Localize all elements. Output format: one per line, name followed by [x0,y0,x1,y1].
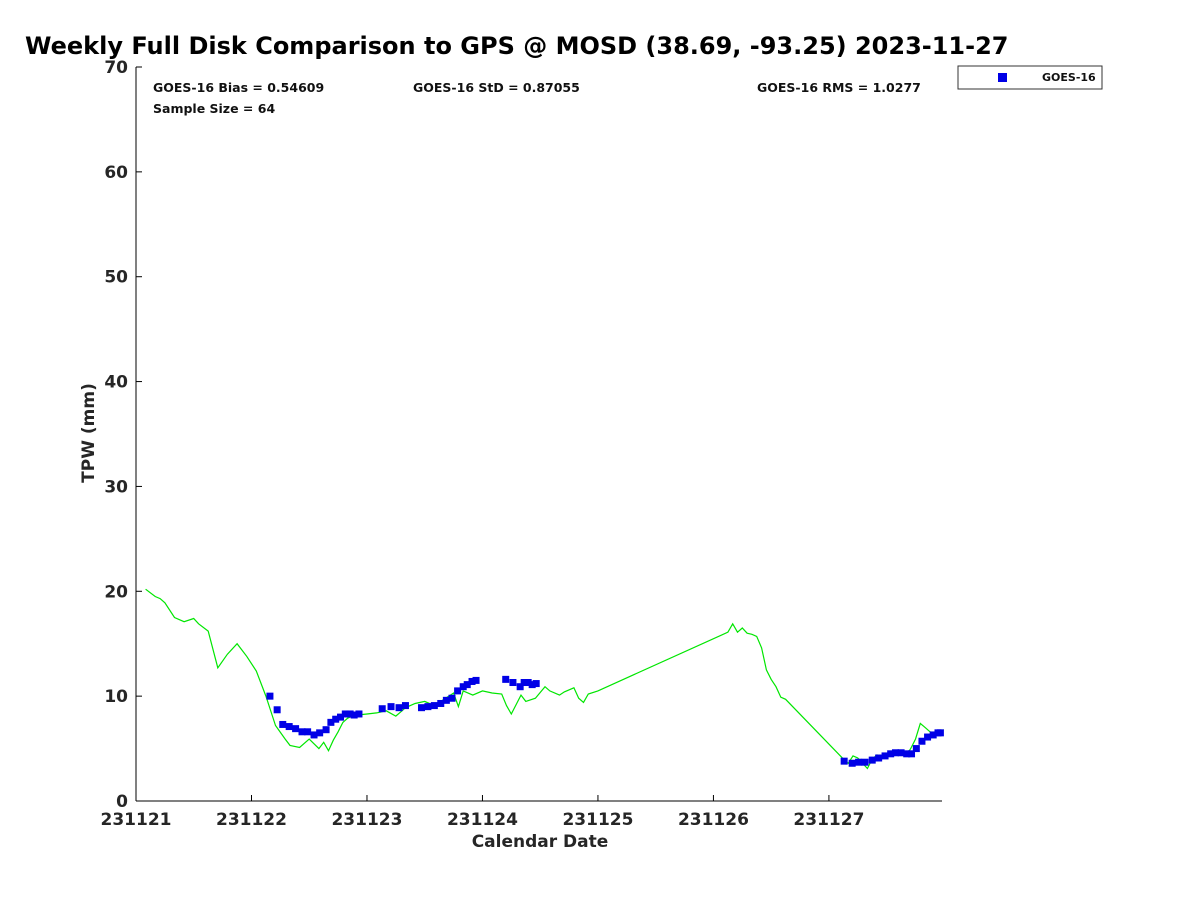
goes16-point [337,713,345,721]
y-tick-label: 10 [104,687,128,707]
goes16-point [448,694,456,702]
goes16-point [924,733,932,741]
legend-box [957,65,1103,90]
sample-size-stat: Sample Size = 64 [153,101,275,116]
goes16-point [509,679,517,687]
goes16-point [424,703,432,711]
goes16-point [528,681,536,689]
gps-series [145,588,944,770]
goes16-point [516,683,524,691]
goes16-point [346,710,354,718]
legend-label-goes16: GOES-16 [1042,71,1096,84]
goes16-point [350,711,358,719]
chart-title: Weekly Full Disk Comparison to GPS @ MOS… [25,32,1008,60]
y-tick-label: 60 [104,163,128,183]
goes16-point [327,718,335,726]
goes16-point [840,757,848,765]
goes16-point [472,676,480,684]
goes16-point [355,710,363,718]
goes16-point [341,710,349,718]
y-tick-label: 20 [104,582,128,602]
legend-marker-goes16 [998,73,1007,82]
rms-stat: GOES-16 RMS = 1.0277 [757,80,921,95]
x-tick-label: 231122 [216,810,287,830]
y-tick-label: 0 [116,792,128,812]
goes16-point [875,754,883,762]
goes16-point [418,704,426,712]
std-stat: GOES-16 StD = 0.87055 [413,80,580,95]
goes16-point [855,758,863,766]
goes16-point [322,726,330,734]
x-ticks: 231121 231122 231123 231124 231125 231126 2311… [101,795,864,830]
goes16-point [454,687,462,695]
goes16-point [868,756,876,764]
gps-line [145,588,944,770]
goes16-point [463,681,471,689]
goes16-point [918,737,926,745]
x-tick-label: 231121 [101,810,172,830]
goes16-point [304,728,312,736]
goes16-point [266,692,274,700]
x-tick-label: 231127 [793,810,864,830]
goes16-point [468,677,476,685]
x-tick-label: 231123 [331,810,402,830]
goes16-point [437,699,445,707]
y-tick-label: 30 [104,477,128,497]
y-ticks: 0 10 20 30 40 50 60 70 [104,58,142,812]
goes16-point [897,749,905,757]
goes16-point [292,725,300,733]
goes16-point [912,745,920,753]
plot-area: 0 10 20 30 40 50 60 70 231121 231122 231123 231124… [101,58,944,830]
x-tick-label: 231125 [562,810,633,830]
x-tick-label: 231124 [447,810,518,830]
goes16-point [502,675,510,683]
goes16-point [903,750,911,758]
goes16-point [332,715,340,723]
goes16-point [881,752,889,760]
goes16-point [378,705,386,713]
goes16-point [936,729,944,737]
goes16-point [401,702,409,710]
goes16-point [459,683,467,691]
goes16-point [532,680,540,688]
y-axis-label: TPW (mm) [79,383,99,483]
goes16-point [861,758,869,766]
x-axis-label: Calendar Date [472,832,609,852]
y-tick-label: 70 [104,58,128,78]
goes16-point [395,704,403,712]
goes16-point [929,731,937,739]
x-tick-label: 231126 [678,810,749,830]
goes16-point [908,750,916,758]
bias-stat: GOES-16 Bias = 0.54609 [153,80,324,95]
goes16-series [266,675,944,767]
goes16-point [524,679,532,687]
goes16-point [285,723,293,731]
goes16-point [387,703,395,711]
goes16-point [279,720,287,728]
goes16-point [430,702,438,710]
y-tick-label: 50 [104,268,128,288]
goes16-point [298,728,306,736]
goes16-point [887,750,895,758]
goes16-point [520,679,528,687]
goes16-point [442,696,450,704]
y-tick-label: 40 [104,373,128,393]
goes16-point [891,749,899,757]
goes16-point [310,731,318,739]
goes16-point [316,729,324,737]
goes16-point [273,706,281,714]
legend: GOES-16 [957,65,1103,90]
goes16-point [848,759,856,767]
